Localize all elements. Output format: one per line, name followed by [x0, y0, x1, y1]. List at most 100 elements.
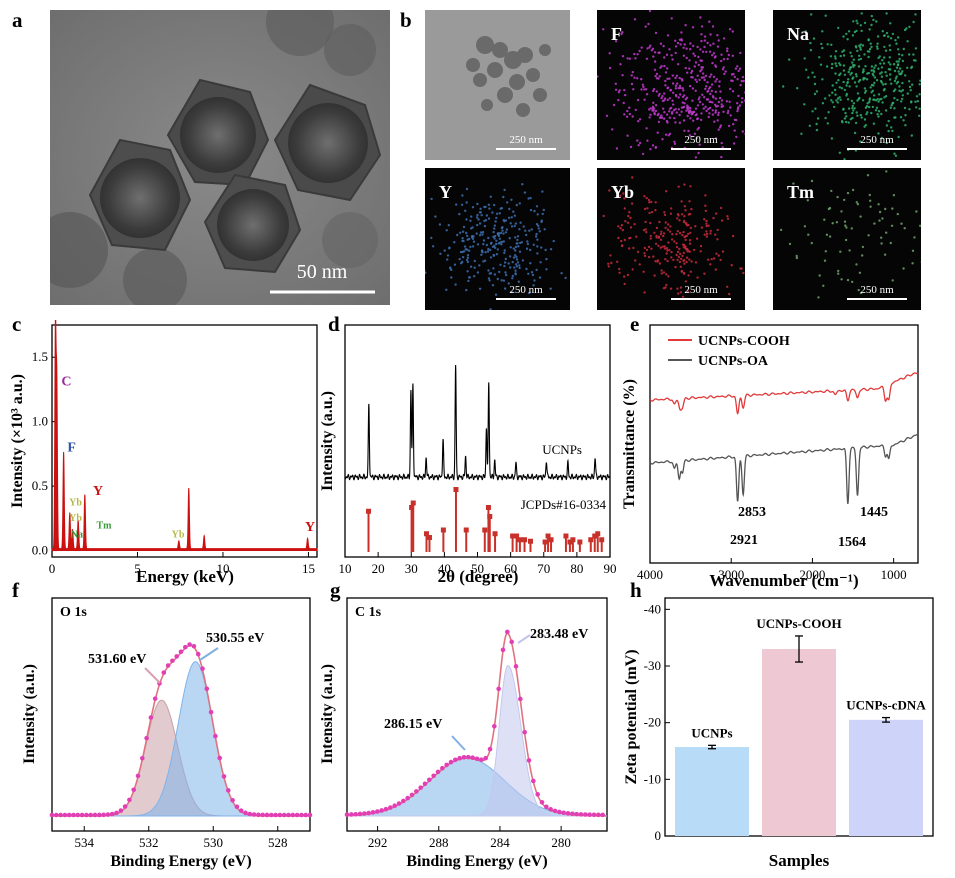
mapping-dot: [908, 108, 911, 111]
mapping-dot: [870, 23, 873, 27]
mapping-tile-tm: Tm 250 nm: [773, 168, 921, 310]
mapping-dot: [664, 221, 667, 224]
mapping-dot: [629, 226, 633, 229]
mapping-dot: [671, 233, 674, 236]
mapping-dot: [690, 260, 693, 263]
mapping-dot: [489, 308, 492, 310]
mapping-dot: [425, 269, 426, 272]
xps-raw-point: [58, 812, 63, 818]
mapping-dot: [488, 207, 491, 210]
mapping-dot: [711, 109, 714, 112]
mapping-dot: [647, 255, 651, 259]
mapping-dot: [705, 222, 708, 225]
mapping-dot: [885, 124, 889, 127]
mapping-dot: [709, 229, 712, 233]
mapping-dot: [684, 238, 687, 242]
mapping-dot: [505, 228, 509, 231]
mapping-dot: [677, 87, 680, 90]
mapping-dot: [494, 293, 498, 296]
mapping-dot: [504, 271, 507, 274]
xps-raw-point: [88, 812, 93, 818]
xps-raw-point: [561, 810, 566, 816]
mapping-dot: [908, 80, 911, 83]
mapping-dot: [714, 233, 717, 236]
mapping-dot: [904, 114, 907, 117]
mapping-dot: [632, 246, 635, 250]
xps-raw-point: [344, 812, 350, 817]
eds-element-label: C: [61, 375, 71, 390]
mapping-dot: [465, 218, 468, 221]
mapping-dot: [813, 82, 817, 86]
xps-raw-point: [427, 777, 432, 783]
mapping-dot: [708, 100, 711, 104]
xps-raw-point: [379, 808, 384, 813]
mapping-dot: [909, 89, 912, 92]
mapping-dot: [833, 105, 836, 109]
x-tick-label: 70: [537, 561, 550, 576]
mapping-dot: [627, 214, 630, 218]
mapping-dot: [880, 75, 884, 78]
mapping-dot: [859, 291, 863, 295]
mapping-dot: [659, 66, 662, 69]
mapping-dot: [704, 194, 707, 197]
mapping-dot: [855, 263, 858, 266]
mapping-dot: [811, 71, 814, 74]
mapping-scale-tm: 250 nm: [847, 284, 907, 300]
mapping-dot: [705, 98, 709, 101]
mapping-dot: [499, 263, 502, 266]
mapping-dot: [489, 256, 493, 259]
mapping-dot: [902, 119, 905, 122]
mapping-dot: [623, 282, 626, 286]
mapping-dot: [504, 257, 507, 261]
mapping-dot: [904, 124, 907, 127]
mapping-dot: [515, 258, 519, 261]
mapping-dot: [677, 108, 680, 111]
mapping-dot: [894, 39, 897, 42]
mapping-dot: [453, 241, 456, 244]
mapping-dot: [895, 75, 898, 78]
mapping-dot: [701, 50, 705, 53]
mapping-dot: [843, 117, 847, 120]
mapping-dot: [803, 225, 807, 228]
xps-raw-point: [79, 812, 85, 818]
xps-raw-point: [54, 812, 59, 818]
mapping-dot: [890, 224, 894, 227]
mapping-dot: [911, 249, 915, 252]
mapping-dot: [872, 18, 875, 22]
mapping-dot: [877, 203, 880, 206]
mapping-dot: [706, 41, 709, 45]
mapping-dot: [826, 122, 829, 125]
mapping-dot: [495, 216, 498, 220]
mapping-dot: [498, 237, 501, 240]
mapping-dot: [675, 233, 678, 236]
mapping-dot: [496, 277, 499, 281]
xps-raw-point: [75, 812, 81, 818]
mapping-dot: [824, 14, 827, 17]
mapping-dot: [870, 111, 873, 115]
eds-element-label: Y: [305, 520, 315, 535]
mapping-dot: [496, 248, 499, 251]
mapping-dot: [729, 114, 732, 117]
mapping-dot: [663, 64, 666, 68]
mapping-dot: [718, 85, 721, 88]
mapping-dot: [732, 123, 735, 126]
mapping-dot: [649, 234, 652, 238]
mapping-dot: [848, 85, 851, 88]
mapping-dot: [865, 105, 869, 108]
mapping-dot: [669, 212, 673, 215]
mapping-dot: [462, 225, 466, 229]
mapping-dot: [466, 254, 470, 257]
mapping-dot: [733, 118, 737, 122]
mapping-dot: [687, 274, 690, 277]
xps-raw-point: [583, 812, 588, 817]
mapping-dot: [861, 44, 865, 47]
mapping-dot: [848, 249, 851, 252]
mapping-dot: [883, 34, 886, 37]
mapping-dot: [843, 158, 846, 160]
mapping-dot: [488, 279, 491, 282]
mapping-dot: [688, 134, 692, 137]
mapping-dot: [620, 244, 624, 248]
mapping-dot: [644, 25, 647, 28]
mapping-dot: [634, 108, 637, 112]
mapping-dot: [868, 47, 872, 51]
